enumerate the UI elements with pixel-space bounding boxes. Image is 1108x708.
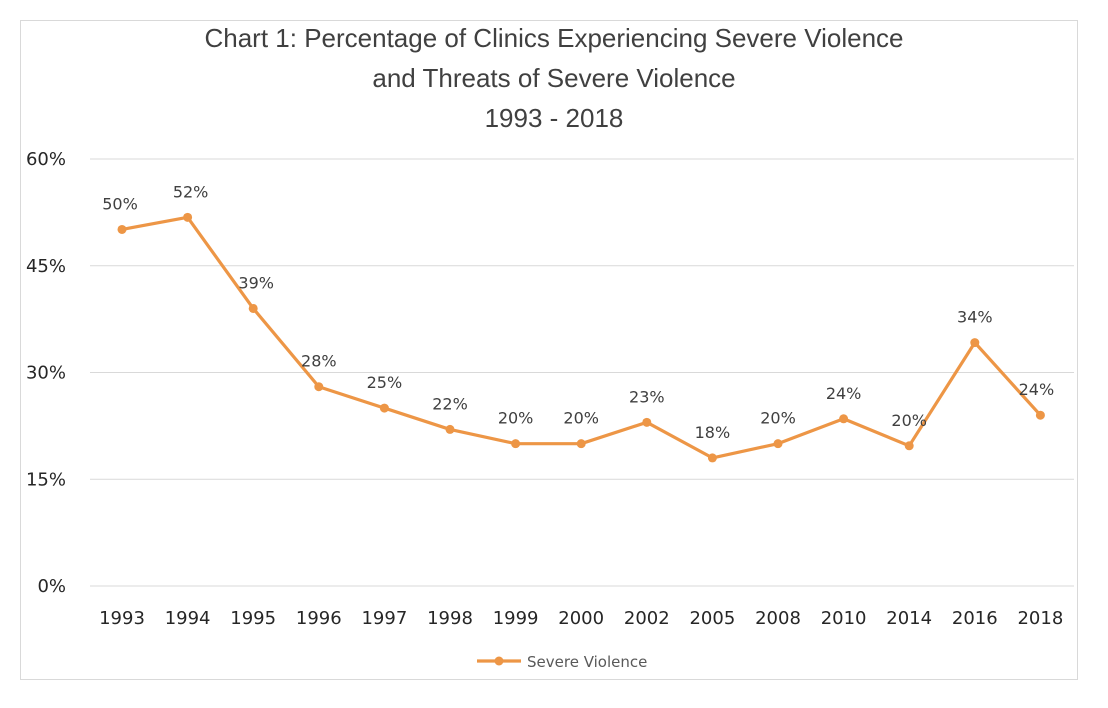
x-tick-label: 2018 [1017,608,1063,629]
legend: Severe Violence [477,653,647,671]
data-label: 39% [238,273,274,292]
chart-frame [20,20,1078,680]
series-severe-violence [117,212,1045,463]
data-label: 18% [695,423,731,442]
x-tick-label: 1999 [493,608,539,629]
data-point [576,439,586,449]
chart-title-line-2: and Threats of Severe Violence [372,63,736,93]
data-label: 23% [629,387,665,406]
x-tick-label: 1995 [230,608,276,629]
data-label: 24% [1019,380,1055,399]
y-tick-label: 30% [26,363,66,384]
data-label: 22% [432,394,468,413]
data-point [773,439,783,449]
data-label: 52% [173,182,209,201]
x-tick-label: 1996 [296,608,342,629]
legend-swatch-marker [494,656,504,666]
x-tick-label: 1994 [165,608,211,629]
x-tick-label: 2000 [558,608,604,629]
data-labels: 50% 52% 39% 28% 25% 22% 20% 20% 23% 18% 20% 24% 20% 3… [102,182,1054,442]
data-point [839,414,849,424]
data-label: 25% [367,373,403,392]
data-point [183,212,193,222]
chart-title-line-3: 1993 - 2018 [484,103,624,133]
data-point [642,417,652,427]
x-tick-label: 1997 [361,608,407,629]
data-label: 28% [301,352,337,371]
data-label: 20% [563,409,599,428]
x-tick-label: 2014 [886,608,932,629]
data-label: 34% [957,308,993,327]
data-point [117,224,127,234]
y-axis-ticks: 0% 15% 30% 45% 60% [26,149,66,597]
y-tick-label: 0% [37,576,66,597]
data-label: 20% [891,411,927,430]
x-tick-label: 1998 [427,608,473,629]
x-tick-label: 2010 [821,608,867,629]
x-tick-label: 2002 [624,608,670,629]
chart-title: Chart 1: Percentage of Clinics Experienc… [0,18,1108,138]
data-point [379,403,389,413]
data-point [445,424,455,434]
data-point [707,453,717,463]
data-point [248,303,258,313]
y-tick-label: 45% [26,256,66,277]
x-axis-ticks: 1993 1994 1995 1996 1997 1998 1999 2000 2002 2005… [99,608,1063,629]
data-point [970,338,980,348]
chart-title-line-1: Chart 1: Percentage of Clinics Experienc… [204,23,904,53]
x-tick-label: 1993 [99,608,145,629]
x-tick-label: 2016 [952,608,998,629]
x-tick-label: 2005 [689,608,735,629]
data-label: 24% [826,384,862,403]
data-point [904,441,914,451]
y-tick-label: 15% [26,469,66,490]
gridlines [90,158,1074,587]
data-label: 20% [760,409,796,428]
data-label: 50% [102,194,138,213]
data-point [511,439,521,449]
data-point [1035,410,1045,420]
legend-label: Severe Violence [527,653,647,671]
data-point [314,382,324,392]
x-tick-label: 2008 [755,608,801,629]
data-label: 20% [498,409,534,428]
y-tick-label: 60% [26,149,66,170]
